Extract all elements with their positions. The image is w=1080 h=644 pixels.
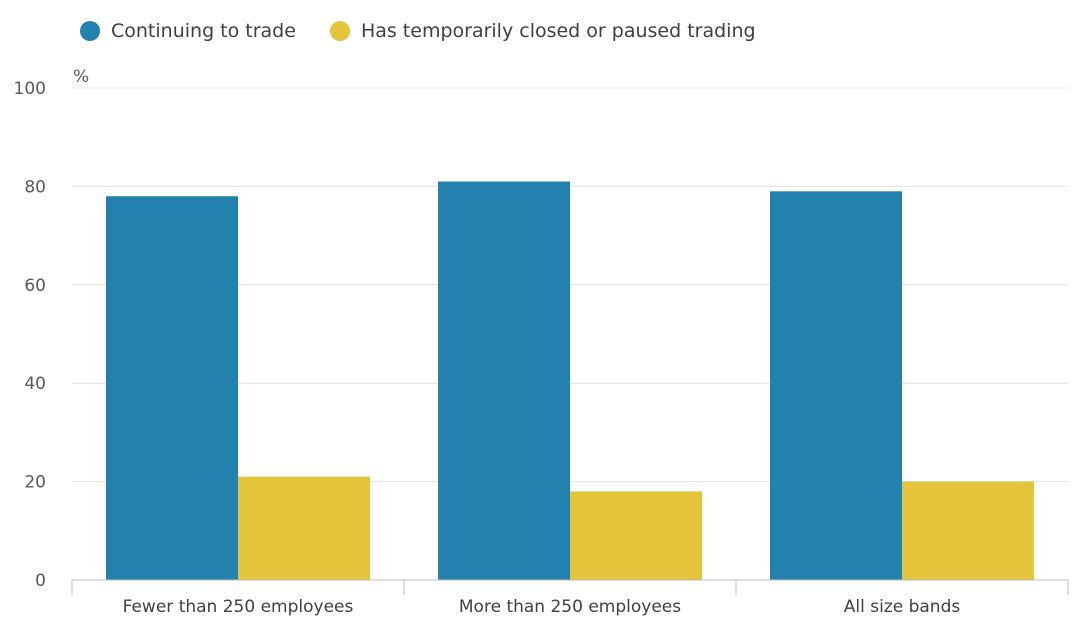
y-tick-label: 40 (24, 374, 46, 394)
x-tick-label: All size bands (844, 597, 961, 617)
y-tick-label: 20 (24, 473, 46, 493)
bar-continuing[interactable] (770, 191, 902, 580)
y-tick-label: 60 (24, 276, 46, 296)
bar-continuing[interactable] (106, 196, 238, 581)
axes: % 0 20 40 60 80 100 Fewer than 250 employees Mo… (14, 67, 1069, 617)
bars (106, 181, 1034, 581)
bar-closed[interactable] (570, 491, 702, 580)
y-axis-unit-label: % (73, 67, 89, 87)
bar-continuing[interactable] (438, 181, 570, 581)
y-tick-label: 80 (24, 177, 46, 197)
legend-swatch-closed-icon (329, 21, 350, 41)
legend-label-closed: Has temporarily closed or paused trading (360, 20, 756, 42)
legend-item-continuing[interactable]: Continuing to trade (80, 20, 296, 42)
y-tick-label: 100 (14, 79, 46, 99)
x-tick-label: Fewer than 250 employees (123, 597, 354, 617)
legend-label-continuing: Continuing to trade (111, 20, 296, 42)
legend-swatch-continuing-icon (80, 21, 100, 41)
legend: Continuing to trade Has temporarily clos… (80, 20, 790, 42)
y-tick-label: 0 (35, 571, 46, 591)
bar-closed[interactable] (238, 476, 370, 580)
x-tick-label: More than 250 employees (459, 597, 681, 617)
legend-item-closed[interactable]: Has temporarily closed or paused trading (329, 20, 756, 42)
bar-closed[interactable] (902, 481, 1034, 580)
